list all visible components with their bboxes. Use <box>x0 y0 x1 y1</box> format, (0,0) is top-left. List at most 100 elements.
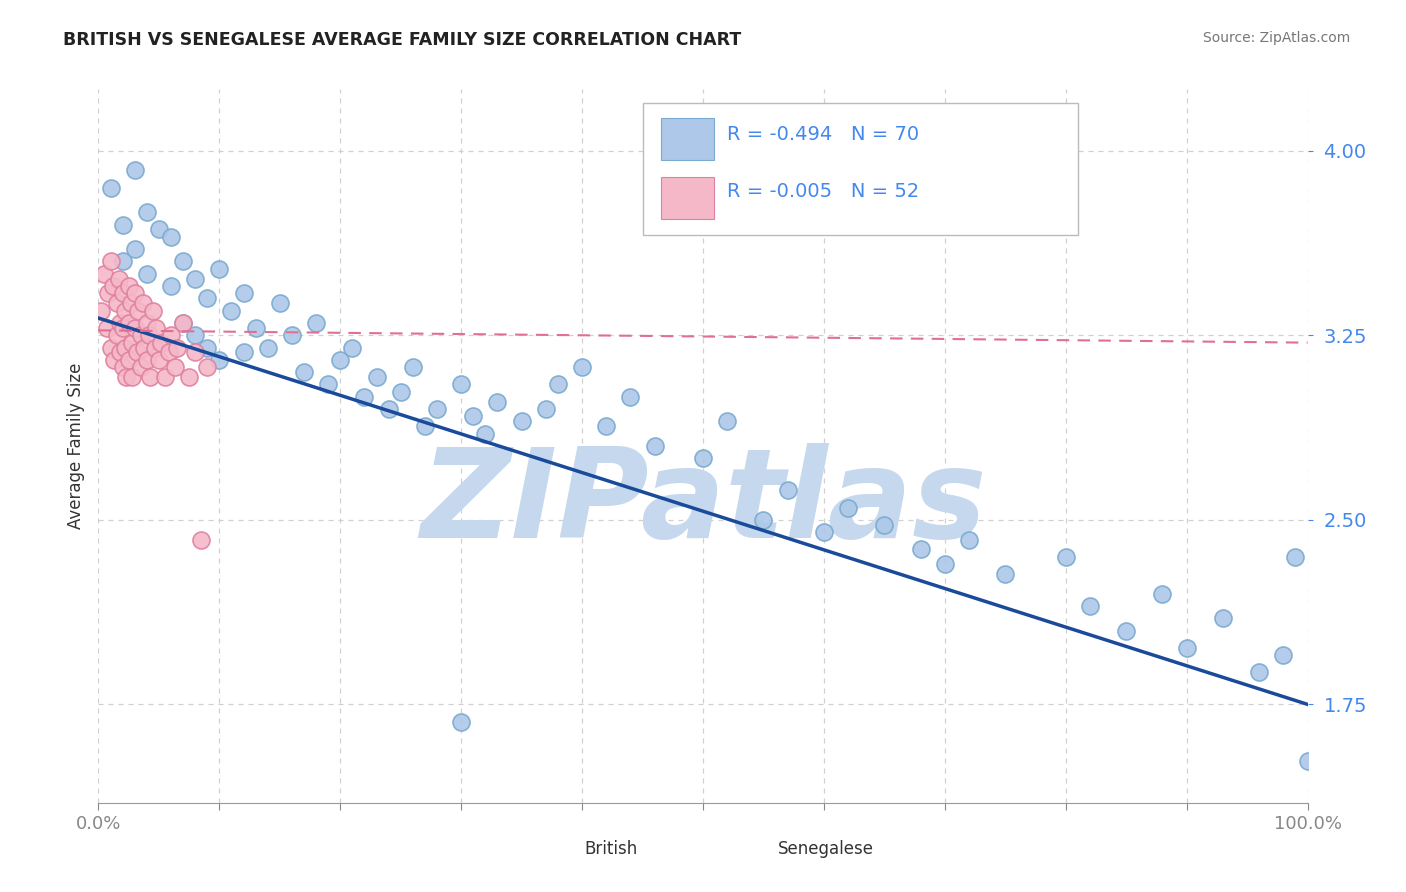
Point <box>281 328 304 343</box>
Point <box>115 370 138 384</box>
Point <box>221 303 243 318</box>
Point <box>111 254 134 268</box>
Point <box>160 230 183 244</box>
Text: British: British <box>585 840 638 858</box>
Point <box>269 296 291 310</box>
Point <box>157 345 180 359</box>
Point <box>101 279 124 293</box>
Point <box>571 360 593 375</box>
Point <box>105 328 128 343</box>
Point <box>135 316 157 330</box>
Point <box>179 370 201 384</box>
Point <box>100 341 122 355</box>
Point <box>96 321 118 335</box>
Point <box>692 451 714 466</box>
Text: Senegalese: Senegalese <box>778 840 875 858</box>
Point <box>1249 665 1271 680</box>
Point <box>118 316 141 330</box>
Point <box>127 345 149 359</box>
Point <box>195 341 218 355</box>
Point <box>426 402 449 417</box>
Point <box>1296 754 1319 768</box>
Point <box>138 328 160 343</box>
Point <box>644 439 666 453</box>
Point <box>813 525 835 540</box>
FancyBboxPatch shape <box>733 838 770 861</box>
Point <box>1212 611 1234 625</box>
Point <box>108 316 131 330</box>
Point <box>208 352 231 367</box>
Point <box>232 286 254 301</box>
Point <box>153 370 176 384</box>
Point <box>114 303 136 318</box>
Text: R = -0.005   N = 52: R = -0.005 N = 52 <box>727 182 920 201</box>
Point <box>103 352 125 367</box>
Point <box>118 352 141 367</box>
Point <box>1284 549 1306 564</box>
Y-axis label: Average Family Size: Average Family Size <box>66 363 84 529</box>
Point <box>316 377 339 392</box>
Point <box>111 286 134 301</box>
Point <box>111 321 134 335</box>
Point <box>127 303 149 318</box>
Point <box>139 370 162 384</box>
Text: BRITISH VS SENEGALESE AVERAGE FAMILY SIZE CORRELATION CHART: BRITISH VS SENEGALESE AVERAGE FAMILY SIZ… <box>63 31 741 49</box>
Point <box>547 377 569 392</box>
FancyBboxPatch shape <box>661 118 714 160</box>
Point <box>121 370 143 384</box>
Point <box>1152 587 1174 601</box>
Point <box>195 360 218 375</box>
Point <box>957 533 980 547</box>
Point <box>776 483 799 498</box>
Point <box>160 279 183 293</box>
Point <box>1054 549 1077 564</box>
Point <box>389 384 412 399</box>
Point <box>353 390 375 404</box>
Point <box>474 426 496 441</box>
Point <box>120 296 142 310</box>
Point <box>124 286 146 301</box>
Text: R = -0.494   N = 70: R = -0.494 N = 70 <box>727 125 920 144</box>
Point <box>135 352 157 367</box>
Point <box>90 303 112 318</box>
Point <box>124 163 146 178</box>
Point <box>184 328 207 343</box>
Point <box>837 500 859 515</box>
Point <box>108 271 131 285</box>
Point <box>121 335 143 350</box>
Point <box>148 222 170 236</box>
Point <box>111 360 134 375</box>
Point <box>329 352 352 367</box>
Point <box>160 328 183 343</box>
Point <box>135 205 157 219</box>
Point <box>994 566 1017 581</box>
Point <box>510 414 533 428</box>
Point <box>342 341 364 355</box>
Point <box>1078 599 1101 613</box>
Text: ZIPatlas: ZIPatlas <box>420 442 986 564</box>
Point <box>145 321 167 335</box>
Point <box>305 316 328 330</box>
Point <box>463 409 485 424</box>
Point <box>184 345 207 359</box>
Point <box>1272 648 1295 662</box>
Point <box>1115 624 1137 638</box>
Point <box>1175 640 1198 655</box>
Point <box>208 261 231 276</box>
Point <box>143 341 166 355</box>
FancyBboxPatch shape <box>661 177 714 219</box>
Point <box>534 402 557 417</box>
Point <box>124 321 146 335</box>
Point <box>190 533 212 547</box>
Point <box>377 402 399 417</box>
Point <box>172 316 194 330</box>
Point <box>716 414 738 428</box>
Point <box>100 254 122 268</box>
Point <box>129 328 152 343</box>
Text: Source: ZipAtlas.com: Source: ZipAtlas.com <box>1202 31 1350 45</box>
Point <box>752 513 775 527</box>
Point <box>910 542 932 557</box>
Point <box>619 390 641 404</box>
Point <box>163 360 186 375</box>
Point <box>105 296 128 310</box>
